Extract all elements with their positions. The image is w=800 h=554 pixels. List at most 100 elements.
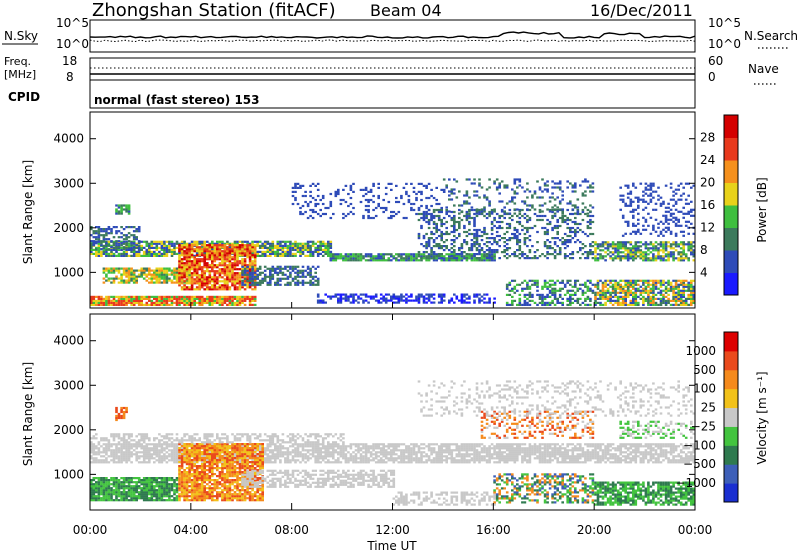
heatmap-cell xyxy=(329,257,333,260)
heatmap-cell xyxy=(203,248,206,251)
heatmap-cell xyxy=(516,208,519,211)
heatmap-cell xyxy=(271,265,275,268)
heatmap-cell xyxy=(148,273,151,276)
heatmap-cell xyxy=(589,222,592,226)
heatmap-cell xyxy=(158,443,161,446)
heatmap-cell xyxy=(263,252,267,255)
heatmap-cell xyxy=(528,303,532,306)
heatmap-cell xyxy=(311,250,315,253)
heatmap-cell xyxy=(155,449,159,452)
heatmap-cell xyxy=(543,295,547,298)
heatmap-cell xyxy=(485,216,489,220)
heatmap-cell xyxy=(662,228,665,231)
heatmap-cell xyxy=(165,279,169,282)
heatmap-cell xyxy=(203,274,206,277)
heatmap-cell xyxy=(294,275,297,278)
heatmap-cell xyxy=(226,303,229,306)
heatmap-cell xyxy=(221,297,224,300)
heatmap-cell xyxy=(405,257,408,260)
heatmap-cell xyxy=(511,301,514,304)
heatmap-cell xyxy=(233,260,237,263)
heatmap-cell xyxy=(538,295,542,298)
heatmap-cell xyxy=(137,445,141,448)
heatmap-cell xyxy=(523,200,527,203)
heatmap-cell xyxy=(427,220,431,224)
heatmap-cell xyxy=(175,281,179,284)
heatmap-cell xyxy=(599,243,602,246)
heatmap-cell xyxy=(253,262,257,265)
heatmap-cell xyxy=(379,206,383,210)
heatmap-cell xyxy=(561,301,564,304)
heatmap-cell xyxy=(384,299,388,302)
heatmap-cell xyxy=(468,295,471,298)
heatmap-cell xyxy=(505,184,509,187)
heatmap-cell xyxy=(455,295,459,298)
heatmap-cell xyxy=(579,283,582,286)
heatmap-cell xyxy=(392,295,396,298)
heatmap-cell xyxy=(634,230,638,233)
heatmap-cell xyxy=(410,259,413,262)
heatmap-cell xyxy=(566,208,569,212)
heatmap-cell xyxy=(266,240,270,243)
heatmap-cell xyxy=(236,246,239,249)
heatmap-cell xyxy=(327,242,330,245)
heatmap-cell xyxy=(357,253,360,256)
heatmap-cell xyxy=(296,281,300,284)
heatmap-cell xyxy=(455,253,459,256)
heatmap-cell xyxy=(200,299,204,302)
heatmap-cell xyxy=(637,228,640,231)
heatmap-cell xyxy=(281,277,285,280)
heatmap-cell xyxy=(551,237,554,240)
heatmap-cell xyxy=(291,242,295,245)
heatmap-cell xyxy=(465,241,469,244)
heatmap-cell xyxy=(435,245,438,248)
heatmap-cell xyxy=(548,289,552,292)
heatmap-cell xyxy=(294,281,297,284)
heatmap-cell xyxy=(120,246,123,249)
heatmap-cell xyxy=(639,279,643,282)
heatmap-cell xyxy=(604,259,607,262)
heatmap-cell xyxy=(642,208,645,211)
heatmap-cell xyxy=(684,202,688,205)
heatmap-cell xyxy=(180,254,184,257)
heatmap-cell xyxy=(667,299,670,302)
heatmap-cell xyxy=(223,282,227,285)
heatmap-cell xyxy=(644,281,648,284)
heatmap-cell xyxy=(553,214,557,218)
heatmap-cell xyxy=(455,180,459,183)
heatmap-cell xyxy=(490,226,494,230)
heatmap-cell xyxy=(185,266,189,269)
heatmap-cell xyxy=(495,230,499,234)
heatmap-cell xyxy=(503,249,506,252)
heatmap-cell xyxy=(90,299,93,302)
heatmap-cell xyxy=(508,200,512,203)
heatmap-cell xyxy=(604,283,607,286)
heatmap-cell xyxy=(329,204,333,208)
heatmap-cell xyxy=(125,234,128,237)
heatmap-cell xyxy=(258,244,262,247)
heatmap-cell xyxy=(97,254,101,257)
heatmap-cell xyxy=(427,295,431,298)
heatmap-cell xyxy=(644,192,648,195)
heatmap-cell xyxy=(662,234,665,237)
heatmap-cell xyxy=(301,248,305,251)
heatmap-cell xyxy=(569,226,572,230)
heatmap-cell xyxy=(173,445,176,448)
heatmap-cell xyxy=(571,212,575,216)
heatmap-cell xyxy=(422,255,426,258)
heatmap-cell xyxy=(364,204,368,208)
heatmap-cell xyxy=(344,297,348,300)
heatmap-cell xyxy=(271,277,275,280)
heatmap-cell xyxy=(400,297,403,300)
heatmap-cell xyxy=(180,274,184,277)
heatmap-cell xyxy=(135,445,138,448)
heatmap-cell xyxy=(677,291,680,294)
heatmap-cell xyxy=(342,212,345,216)
heatmap-cell xyxy=(442,245,446,248)
heatmap-cell xyxy=(274,267,277,270)
heatmap-cell xyxy=(553,251,557,254)
heatmap-cell xyxy=(170,242,174,245)
heatmap-cell xyxy=(188,258,191,261)
heatmap-cell xyxy=(589,299,592,302)
heatmap-cell xyxy=(289,265,292,268)
